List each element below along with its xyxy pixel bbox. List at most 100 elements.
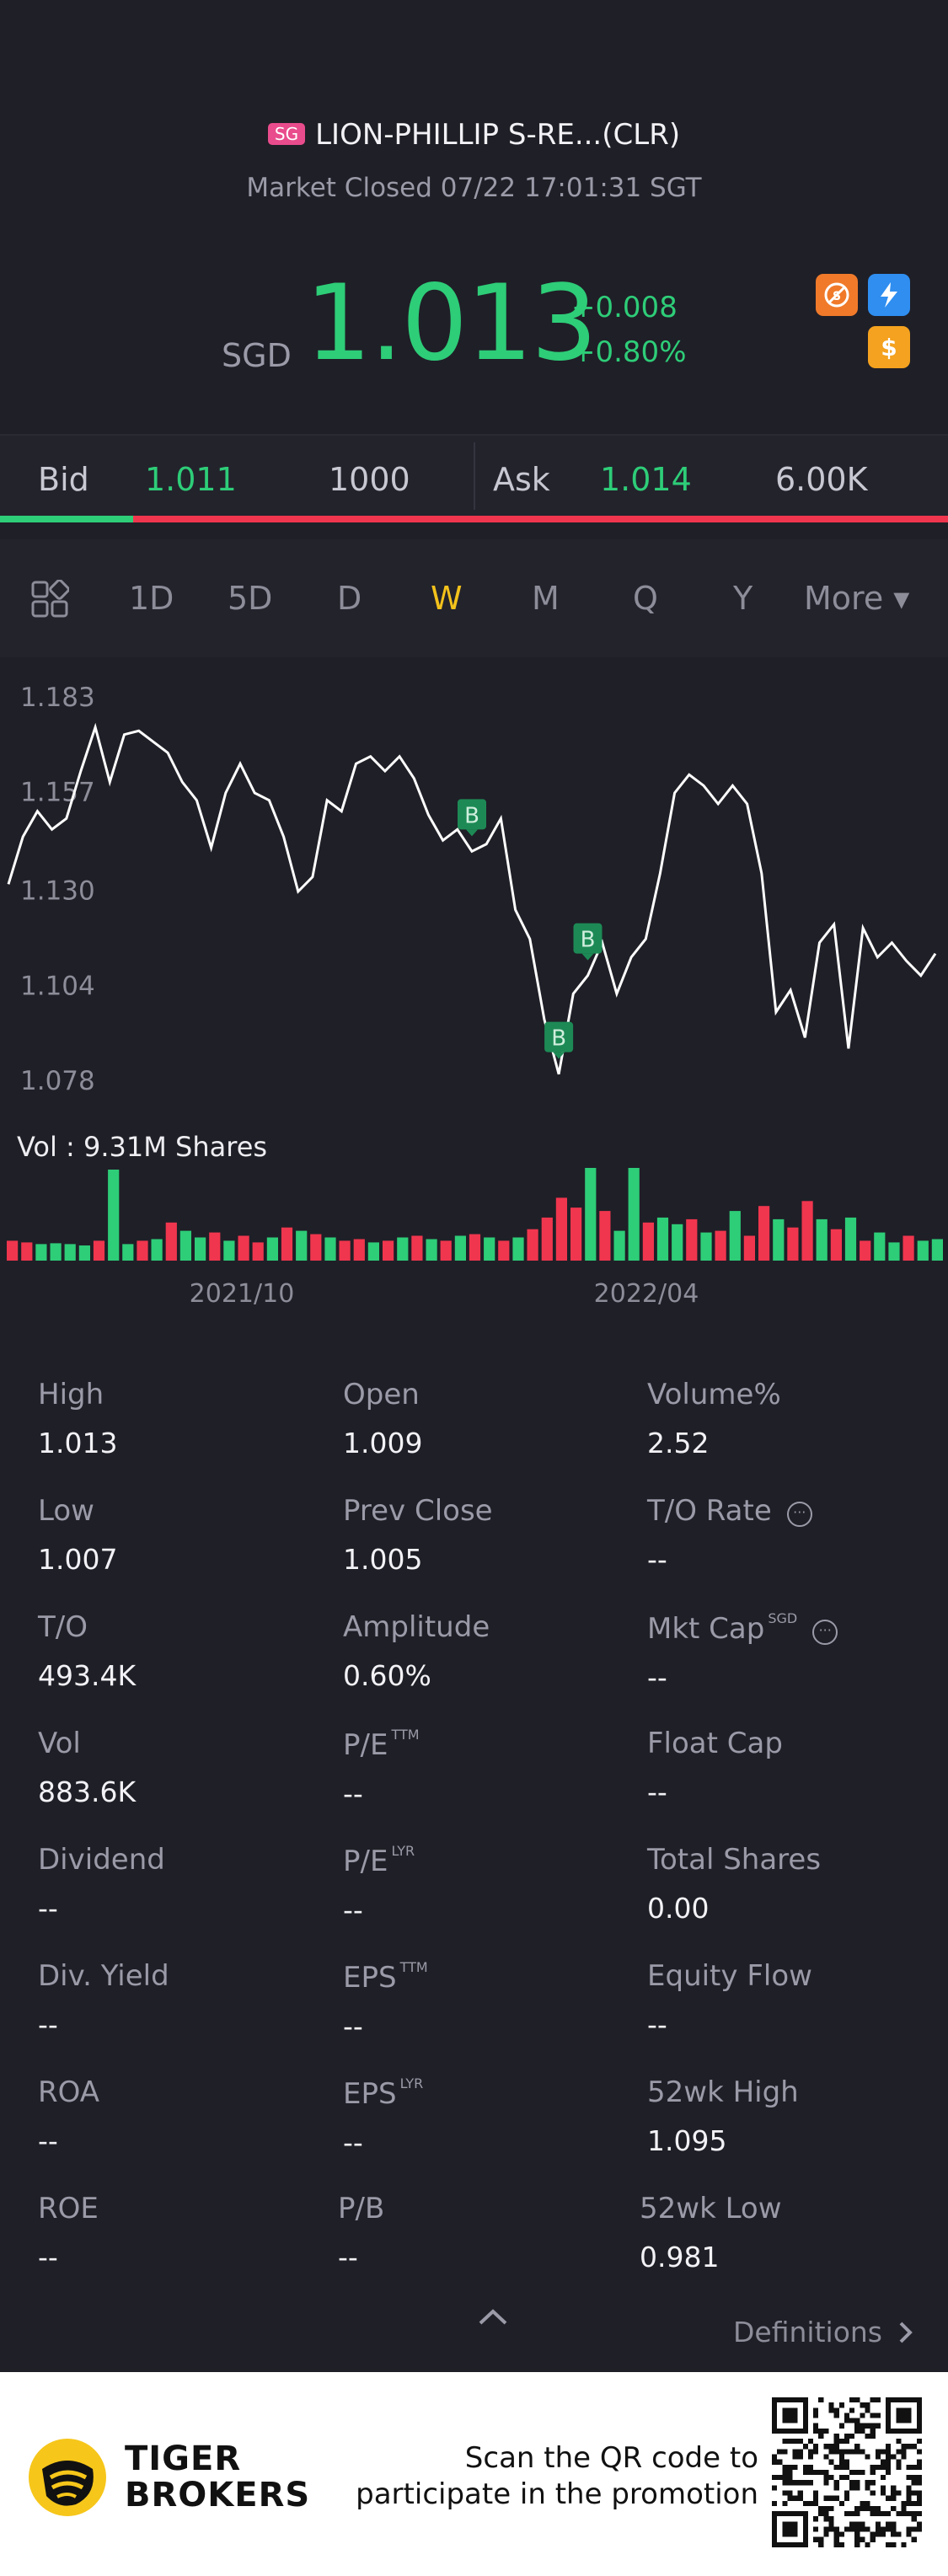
stat-value: --: [343, 2126, 363, 2159]
volume-bar: [64, 1244, 76, 1261]
bid-ratio-bar: [0, 516, 133, 522]
definitions-link[interactable]: Definitions: [733, 2316, 915, 2348]
brand-name-line2: BROKERS: [125, 2476, 311, 2514]
stat-pe-lyr: P/E LYR --: [343, 1843, 629, 1926]
price-chart[interactable]: 1.183 1.157 1.130 1.104 1.078 B B B 2021/10 20…: [0, 657, 948, 1315]
stat-pe-ttm: P/E TTM --: [343, 1727, 629, 1810]
volume-bar: [35, 1244, 47, 1261]
stock-title: SG LION-PHILLIP S-RE...(CLR): [0, 118, 948, 152]
stats-grid: High 1.013 Open 1.009 Volume% 2.52 Low 1.007…: [0, 1348, 948, 2359]
tab-w[interactable]: W: [431, 580, 463, 617]
stat-label: ROE: [38, 2192, 99, 2225]
tab-5d[interactable]: 5D: [228, 580, 273, 617]
stat-float-cap: Float Cap --: [647, 1727, 934, 1808]
tab-d[interactable]: D: [337, 580, 362, 617]
stat-label: ROA: [38, 2075, 100, 2109]
market-badge: SG: [267, 123, 306, 145]
tab-more[interactable]: More ▾: [804, 580, 910, 617]
ask-size: 6.00K: [775, 461, 868, 498]
y-tick-label: 1.078: [20, 1066, 95, 1096]
volume-label: Vol : 9.31M Shares: [17, 1131, 268, 1163]
short-sell-icon[interactable]: S: [816, 274, 858, 316]
volume-bar: [21, 1242, 33, 1261]
volume-bar: [411, 1235, 423, 1261]
volume-bar: [426, 1239, 437, 1261]
ask-price: 1.014: [600, 461, 692, 498]
price-line: [7, 722, 937, 1075]
stat-value: --: [647, 1543, 667, 1576]
volume-bar: [888, 1242, 900, 1261]
promo-text-line2: participate in the promotion: [356, 2477, 758, 2511]
stock-name[interactable]: LION-PHILLIP S-RE...(CLR): [315, 118, 681, 152]
stat-label-text: P/E: [343, 1728, 388, 1762]
stat-value: --: [338, 2241, 358, 2273]
volume-bar: [715, 1230, 726, 1261]
x-tick-label: 2021/10: [190, 1279, 295, 1309]
volume-bar: [122, 1244, 134, 1261]
volume-bar: [816, 1218, 827, 1261]
buy-marker: B: [544, 1021, 574, 1059]
stat-value: --: [343, 1893, 363, 1926]
superscript: TTM: [399, 1959, 428, 1975]
volume-bar: [252, 1242, 264, 1261]
volume-bar: [165, 1222, 177, 1261]
stat-value: --: [647, 2008, 667, 2041]
stat-label: Vol: [38, 1727, 81, 1760]
volume-bar: [686, 1218, 698, 1261]
bid-label: Bid: [38, 461, 89, 498]
stat-label: 52wk High: [647, 2075, 799, 2109]
stat-dividend: Dividend --: [38, 1843, 324, 1925]
flash-icon[interactable]: [868, 274, 910, 316]
superscript: LYR: [399, 2075, 424, 2091]
tab-q[interactable]: Q: [633, 580, 658, 617]
tab-y[interactable]: Y: [733, 580, 753, 617]
chevron-up-icon[interactable]: [472, 2305, 514, 2330]
qr-code[interactable]: [772, 2397, 922, 2547]
stat-value: --: [343, 1777, 363, 1810]
chart-layout-icon[interactable]: [30, 580, 69, 619]
volume-bar: [310, 1234, 322, 1261]
stat-label: Open: [343, 1378, 420, 1411]
dollar-icon[interactable]: $: [868, 326, 910, 368]
volume-bar: [108, 1170, 120, 1261]
info-icon[interactable]: ···: [786, 1502, 812, 1527]
stat-pb: P/B --: [338, 2192, 624, 2273]
stat-label: Total Shares: [647, 1843, 822, 1877]
chart-canvas[interactable]: 1.183 1.157 1.130 1.104 1.078 B B B 2021/10 20…: [0, 657, 948, 1315]
volume-bar: [512, 1237, 524, 1261]
stat-prev-close: Prev Close 1.005: [343, 1494, 629, 1576]
stat-total-shares: Total Shares 0.00: [647, 1843, 934, 1925]
y-tick-label: 1.104: [20, 971, 95, 1001]
volume-bar: [195, 1237, 206, 1261]
volume-bar: [642, 1222, 654, 1261]
stat-value: 0.981: [640, 2241, 720, 2273]
volume-bar: [787, 1227, 799, 1261]
quote-header: SG LION-PHILLIP S-RE...(CLR) Market Close…: [0, 0, 948, 430]
volume-bar: [353, 1239, 365, 1261]
volume-bar: [223, 1240, 235, 1261]
stat-turnover: T/O 493.4K: [38, 1610, 324, 1692]
brand-name-line1: TIGER: [125, 2439, 242, 2478]
stat-value: 883.6K: [38, 1775, 137, 1808]
tab-1d[interactable]: 1D: [129, 580, 174, 617]
stat-market-cap: Mkt Cap SGD ··· --: [647, 1610, 934, 1694]
volume-bar: [209, 1232, 221, 1261]
buy-marker-label: B: [581, 928, 596, 953]
ask-label: Ask: [493, 461, 550, 498]
info-icon[interactable]: ···: [812, 1620, 838, 1645]
tab-m[interactable]: M: [532, 580, 560, 617]
volume-bar: [931, 1239, 943, 1261]
volume-bar: [729, 1211, 741, 1261]
stat-label: P/B: [338, 2192, 385, 2225]
stat-label: T/O: [38, 1610, 88, 1644]
bid-ask-bar[interactable]: Bid 1.011 1000 Ask 1.014 6.00K: [0, 434, 948, 518]
volume-bar: [672, 1224, 683, 1261]
stat-label-text: P/E: [343, 1845, 388, 1878]
last-price: 1.013: [305, 263, 597, 384]
stat-roa: ROA --: [38, 2075, 324, 2157]
stat-label: Amplitude: [343, 1610, 490, 1644]
volume-bar: [498, 1240, 510, 1261]
bid-size: 1000: [329, 461, 410, 498]
currency-superscript: SGD: [768, 1610, 798, 1626]
price-change-percent: +0.80%: [571, 335, 687, 369]
